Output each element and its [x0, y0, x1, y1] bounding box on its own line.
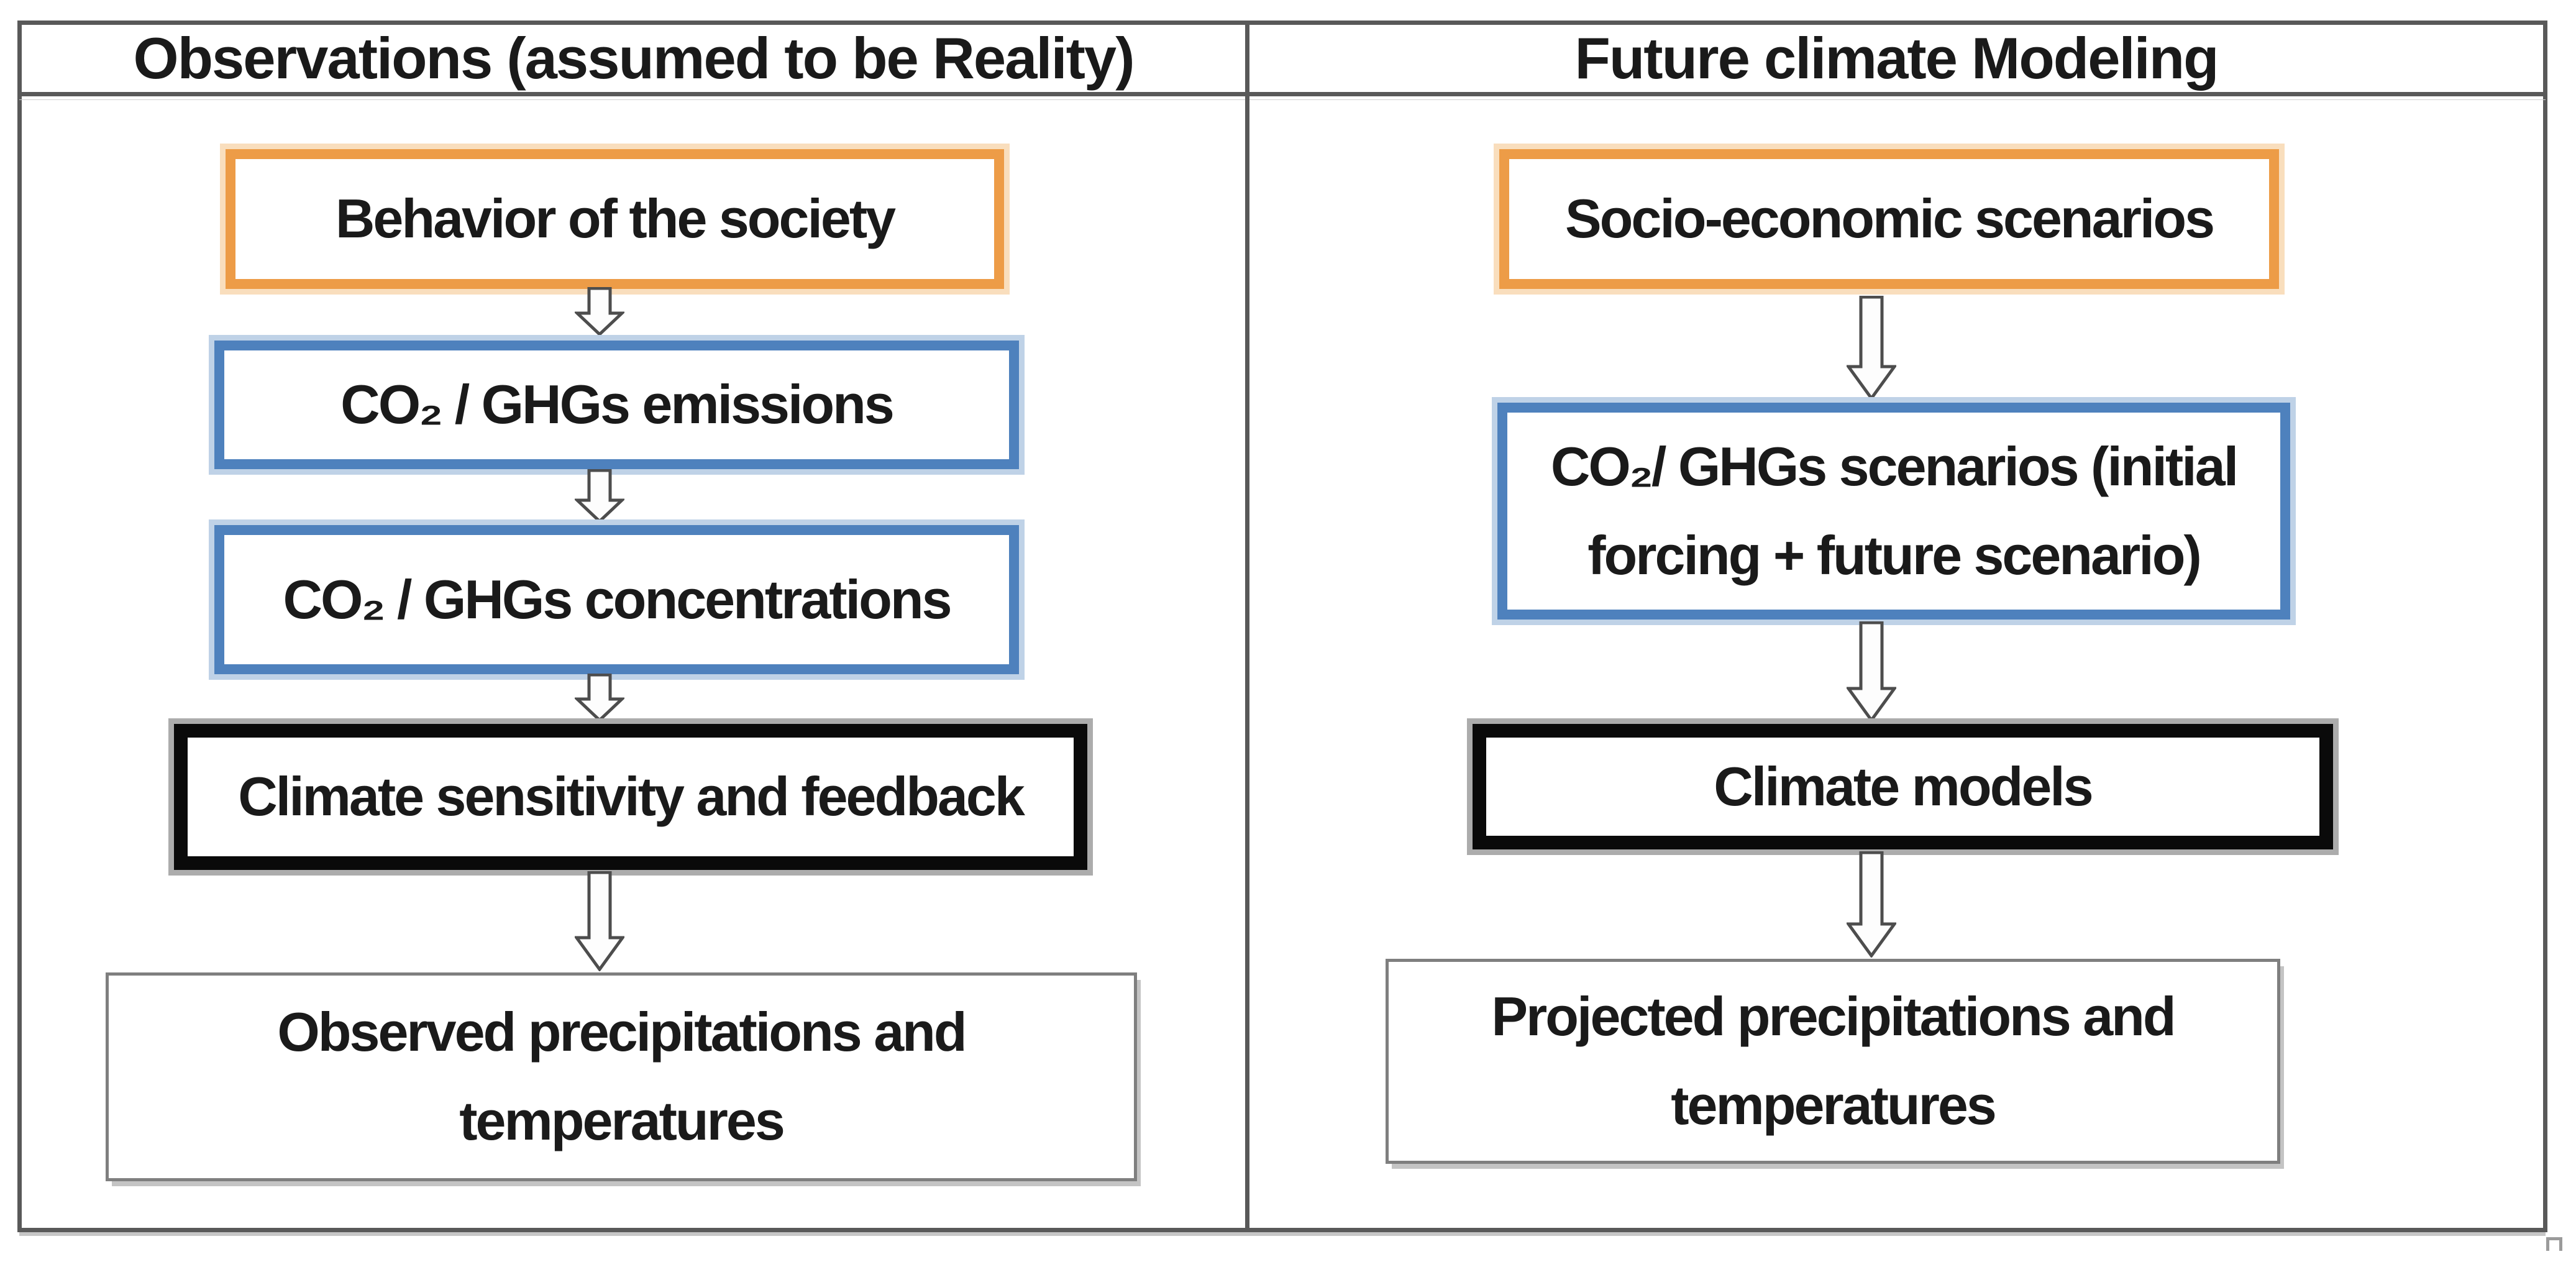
box-behavior-of-society: Behavior of the society [226, 149, 1004, 289]
down-arrow-icon [575, 871, 624, 971]
box-label-line1: Observed precipitations and [277, 1001, 967, 1063]
corner-artifact-mark [2546, 1237, 2562, 1251]
box-observed-precipitations-temperatures: Observed precipitations and temperatures [106, 972, 1137, 1181]
box-co2-ghg-concentrations: CO₂ / GHGs concentrations [214, 525, 1019, 674]
header-row-divider [17, 92, 2547, 96]
box-label: CO₂ / GHGs emissions [340, 373, 895, 436]
down-arrow-icon [575, 674, 624, 721]
box-socio-economic-scenarios: Socio-economic scenarios [1499, 149, 2279, 289]
down-arrow-icon [1847, 851, 1896, 958]
left-column-header: Observations (assumed to be Reality) [133, 25, 1135, 91]
box-co2-ghg-emissions: CO₂ / GHGs emissions [214, 341, 1019, 469]
down-arrow-icon [575, 287, 624, 336]
box-co2-ghg-scenarios: CO₂/ GHGs scenarios (initial forcing + f… [1497, 403, 2290, 620]
diagram-outer-frame [17, 21, 2547, 1232]
box-climate-sensitivity-feedback: Climate sensitivity and feedback [174, 724, 1087, 870]
box-label: Behavior of the society [335, 188, 896, 250]
down-arrow-icon [575, 469, 624, 523]
box-label-line2: temperatures [1671, 1074, 1997, 1136]
box-label: Socio-economic scenarios [1564, 188, 2215, 250]
column-divider [1245, 21, 1249, 1232]
right-column-header: Future climate Modeling [1574, 25, 2219, 91]
box-label-line1: Projected precipitations and [1491, 986, 2176, 1048]
box-projected-precipitations-temperatures: Projected precipitations and temperature… [1386, 959, 2280, 1164]
box-label: CO₂ / GHGs concentrations [283, 568, 952, 630]
box-label-line2: forcing + future scenario) [1587, 524, 2202, 586]
box-label: Climate models [1714, 755, 2093, 817]
box-label: Climate sensitivity and feedback [238, 766, 1025, 828]
box-label-line2: temperatures [459, 1090, 785, 1151]
box-label-line1: CO₂/ GHGs scenarios (initial [1550, 435, 2239, 497]
box-climate-models: Climate models [1473, 724, 2333, 849]
down-arrow-icon [1847, 296, 1896, 400]
down-arrow-icon [1847, 621, 1896, 722]
